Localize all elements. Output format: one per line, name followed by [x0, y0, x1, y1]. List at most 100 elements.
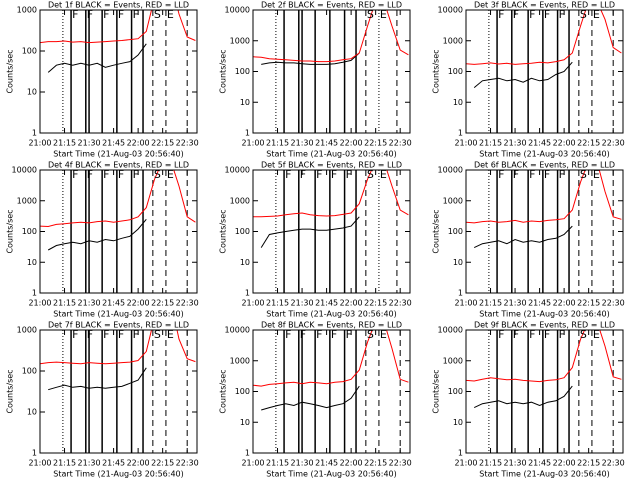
- x-tick-label: 21:45: [102, 459, 125, 468]
- x-tick-label: 22:00: [340, 299, 363, 308]
- marker-label: S: [154, 8, 161, 21]
- chart-title: Det 5f BLACK = Events, RED = LLD: [261, 161, 402, 170]
- x-tick-label: 22:15: [364, 139, 387, 148]
- series-line: [473, 385, 573, 409]
- x-axis-label: Start Time (21-Aug-03 20:56:40): [479, 310, 610, 319]
- x-tick-label: 21:00: [454, 299, 477, 308]
- plot-area: [253, 10, 409, 133]
- marker-label: F: [346, 168, 352, 181]
- series-line: [40, 170, 196, 228]
- x-tick-label: 21:45: [315, 139, 338, 148]
- marker-label: F: [559, 328, 565, 341]
- x-tick-label: 22:30: [602, 459, 625, 468]
- x-tick-label: 21:45: [315, 459, 338, 468]
- x-tick-label: 22:30: [602, 299, 625, 308]
- chart-title: Det 3f BLACK = Events, RED = LLD: [474, 1, 615, 10]
- x-tick-label: 22:15: [577, 459, 600, 468]
- marker-label: E: [167, 328, 174, 341]
- x-tick-label: 21:45: [528, 459, 551, 468]
- x-tick-label: 21:30: [504, 139, 527, 148]
- marker-label: F: [331, 168, 337, 181]
- x-tick-label: 21:15: [53, 299, 76, 308]
- plot-frame: [39, 169, 198, 294]
- x-tick-label: 21:45: [102, 139, 125, 148]
- x-tick-label: 21:30: [291, 299, 314, 308]
- series-line: [473, 61, 573, 88]
- x-tick-label: 21:30: [291, 139, 314, 148]
- series-line: [466, 330, 622, 383]
- y-tick-label: 1000: [230, 356, 250, 365]
- series-line: [48, 367, 147, 391]
- y-tick-label: 10: [240, 418, 250, 427]
- panel: Det 3f BLACK = Events, RED = LLD Start Ti…: [432, 1, 625, 159]
- y-tick-label: 100: [22, 367, 37, 376]
- marker-label: F: [513, 168, 519, 181]
- x-tick-label: 21:00: [28, 139, 51, 148]
- y-tick-label: 1000: [443, 356, 463, 365]
- marker-label: E: [380, 168, 387, 181]
- y-tick-label: 100: [235, 227, 250, 236]
- y-tick-label: 1000: [230, 36, 250, 45]
- x-tick-label: 22:30: [602, 139, 625, 148]
- series-line: [253, 170, 409, 218]
- x-tick-label: 22:30: [176, 459, 199, 468]
- plot-area: [40, 170, 196, 293]
- y-tick-label: 1: [245, 449, 250, 458]
- marker-label: E: [380, 328, 387, 341]
- y-tick-label: 10: [240, 98, 250, 107]
- y-tick-label: 10000: [438, 326, 463, 335]
- marker-label: F: [87, 8, 93, 21]
- series-line: [253, 10, 409, 63]
- x-tick-label: 21:00: [28, 459, 51, 468]
- plot-frame: [465, 9, 624, 134]
- x-tick-label: 22:00: [553, 299, 576, 308]
- x-tick-label: 22:00: [553, 139, 576, 148]
- y-axis-label: Counts/sec: [219, 209, 228, 253]
- x-tick-label: 22:00: [127, 299, 150, 308]
- plot-area: [466, 170, 622, 293]
- series-line: [261, 52, 360, 65]
- marker-label: S: [367, 8, 374, 21]
- x-tick-label: 22:15: [151, 299, 174, 308]
- y-tick-label: 1: [245, 129, 250, 138]
- x-tick-label: 22:15: [364, 299, 387, 308]
- series-line: [466, 170, 622, 224]
- marker-label: F: [118, 328, 124, 341]
- panel: Det 8f BLACK = Events, RED = LLD Start Ti…: [219, 321, 412, 479]
- series-line: [260, 216, 360, 248]
- panel: Det 9f BLACK = Events, RED = LLD Start Ti…: [432, 321, 625, 479]
- y-tick-label: 1: [458, 289, 463, 298]
- x-axis-label: Start Time (21-Aug-03 20:56:40): [266, 150, 397, 159]
- marker-label: E: [167, 168, 174, 181]
- panel: Det 1f BLACK = Events, RED = LLD Start Ti…: [6, 1, 199, 159]
- y-tick-label: 100: [448, 387, 463, 396]
- marker-label: S: [580, 168, 587, 181]
- y-tick-label: 1: [458, 129, 463, 138]
- x-tick-label: 21:00: [28, 299, 51, 308]
- series-line: [466, 10, 622, 65]
- marker-label: F: [559, 168, 565, 181]
- y-tick-label: 1000: [17, 6, 37, 15]
- marker-label: S: [154, 168, 161, 181]
- marker-label: F: [544, 8, 550, 21]
- marker-label: F: [118, 8, 124, 21]
- chart-title: Det 6f BLACK = Events, RED = LLD: [474, 161, 615, 170]
- marker-label: F: [103, 168, 109, 181]
- x-axis-label: Start Time (21-Aug-03 20:56:40): [53, 150, 184, 159]
- x-tick-label: 21:45: [528, 139, 551, 148]
- x-tick-label: 22:15: [577, 299, 600, 308]
- marker-label: F: [133, 8, 139, 21]
- y-axis-label: Counts/sec: [6, 209, 15, 253]
- series-line: [253, 330, 409, 387]
- marker-label: F: [133, 168, 139, 181]
- marker-label: E: [167, 8, 174, 21]
- marker-label: F: [118, 168, 124, 181]
- plot-area: [253, 330, 409, 453]
- x-tick-label: 21:45: [528, 299, 551, 308]
- marker-label: F: [498, 8, 504, 21]
- x-tick-label: 22:30: [176, 299, 199, 308]
- x-tick-label: 21:00: [241, 139, 264, 148]
- marker-label: F: [513, 328, 519, 341]
- marker-label: S: [367, 328, 374, 341]
